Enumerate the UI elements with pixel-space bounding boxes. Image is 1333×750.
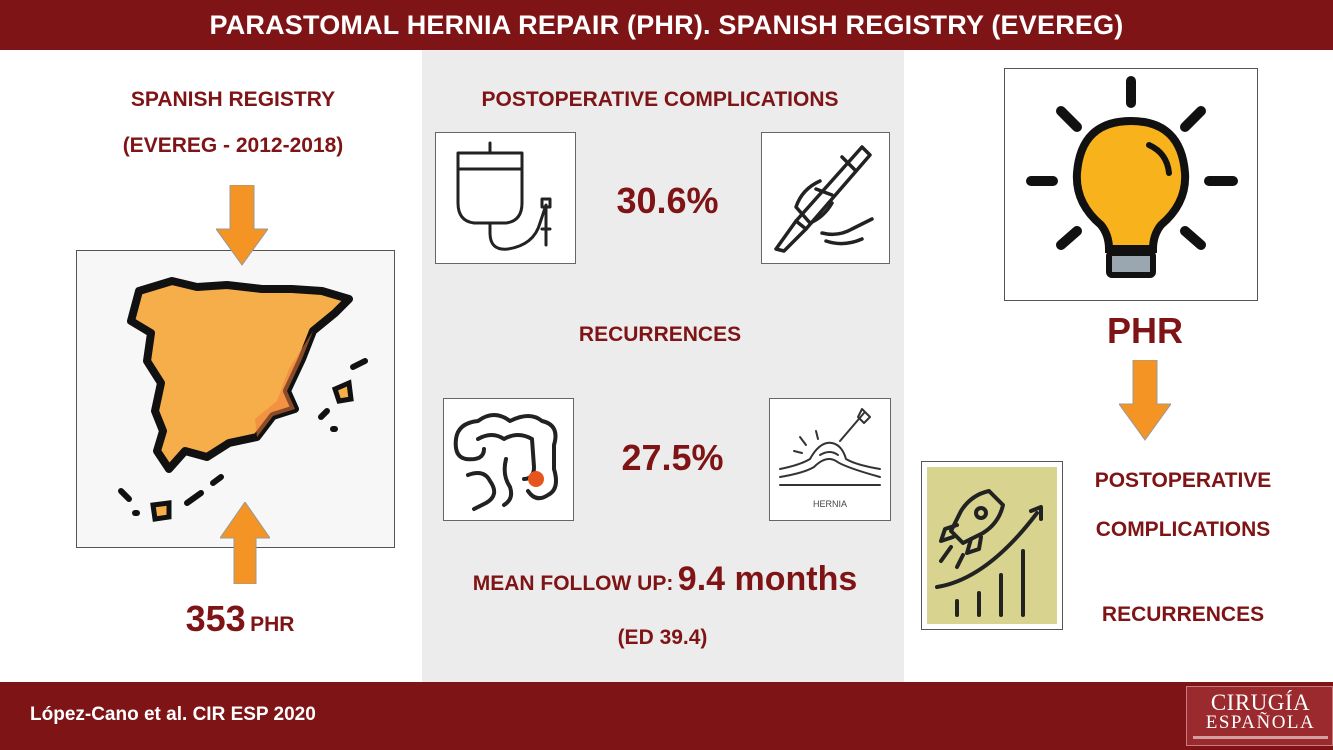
hernia-caption: HERNIA	[813, 499, 847, 509]
phr-count: 353 PHR	[150, 598, 330, 640]
page-title: PARASTOMAL HERNIA REPAIR (PHR). SPANISH …	[0, 0, 1333, 50]
logo-line1: CIRUGÍA	[1210, 690, 1311, 715]
rocket-growth-icon	[935, 489, 1043, 617]
registry-title: SPANISH REGISTRY	[130, 88, 336, 111]
footer-bar: López-Cano et al. CIR ESP 2020 CIRUGÍA E…	[0, 682, 1333, 750]
follow-up-label: MEAN FOLLOW UP:	[472, 572, 674, 595]
arrow-up-icon	[220, 502, 270, 584]
lightbulb-panel	[1004, 68, 1258, 301]
follow-up: MEAN FOLLOW UP: 9.4 months	[430, 560, 900, 599]
outcome-postoperative: POSTOPERATIVE	[1094, 469, 1272, 492]
follow-up-value: 9.4 months	[677, 560, 858, 598]
lightbulb-icon	[1026, 76, 1238, 278]
iv-drip-icon	[456, 141, 552, 251]
logo-line2: ESPAÑOLA	[1205, 712, 1316, 733]
recurrences-value: 27.5%	[621, 437, 724, 478]
rocket-background	[927, 467, 1057, 624]
intestine-panel	[443, 398, 574, 521]
iv-drip-panel	[435, 132, 576, 264]
registry-period: (EVEREG - 2012-2018)	[122, 134, 344, 157]
spain-map-icon	[118, 277, 368, 522]
journal-logo: CIRUGÍA ESPAÑOLA	[1186, 686, 1333, 746]
outcome-complications: COMPLICATIONS	[1095, 518, 1271, 541]
follow-up-sd: (ED 39.4)	[617, 626, 708, 649]
phr-label: PHR	[1106, 310, 1183, 351]
arrow-down-icon	[1119, 360, 1171, 441]
recurrences-heading: RECURRENCES	[578, 323, 742, 346]
arrow-down-icon	[216, 185, 268, 266]
complications-heading: POSTOPERATIVE COMPLICATIONS	[481, 88, 839, 111]
scalpel-hand-icon	[774, 145, 874, 253]
hernia-icon: HERNIA	[779, 408, 881, 509]
logo-subtitle-rule	[1193, 736, 1328, 739]
complications-value: 30.6%	[616, 180, 719, 221]
rocket-panel	[921, 461, 1063, 630]
hernia-panel: HERNIA	[769, 398, 891, 521]
phr-count-number: 353	[185, 598, 246, 639]
intestine-icon	[453, 413, 558, 511]
citation: López-Cano et al. CIR ESP 2020	[30, 704, 316, 725]
spain-map-panel	[76, 250, 395, 548]
phr-count-unit: PHR	[250, 613, 295, 636]
outcome-recurrences: RECURRENCES	[1101, 603, 1265, 626]
scalpel-panel	[761, 132, 890, 264]
